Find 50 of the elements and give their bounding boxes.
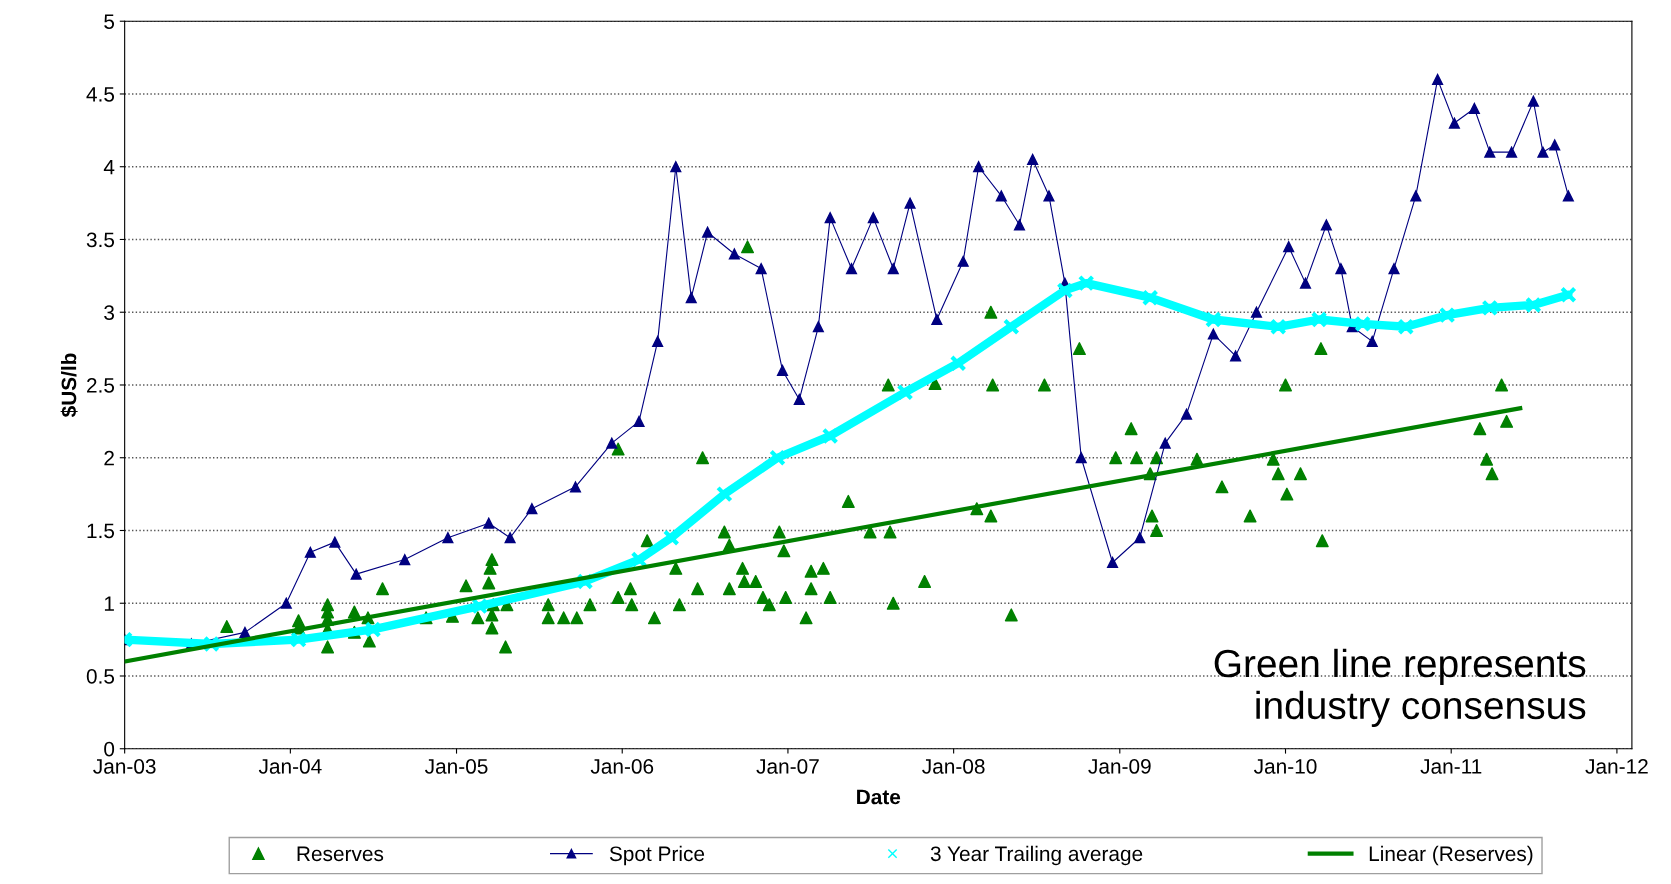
point [1141,289,1159,307]
point [1354,315,1372,333]
x-tick-label: Jan-07 [756,759,819,774]
point [949,354,967,372]
y-tick-label: 4.5 [86,87,115,102]
x-tick-label: Jan-09 [1088,759,1151,774]
x-tick-label: Jan-06 [590,759,654,774]
point [716,485,733,503]
point [1559,286,1577,304]
x-tick-label: Jan-12 [1585,759,1648,774]
point [1438,306,1456,324]
point [1077,274,1095,292]
x-axis-title: Date [857,789,901,805]
point [769,449,786,467]
point [1204,311,1222,328]
point [1525,296,1542,314]
y-tick-label: 3.5 [86,232,115,248]
x-tick-label: Jan-11 [1420,759,1482,774]
point [1002,318,1020,336]
y-tick-label: 4 [103,159,115,175]
legend-label: 3 Year Trailing average [930,845,1143,866]
x-tick-label: Jan-04 [258,759,322,774]
y-tick-label: 1.5 [87,523,115,539]
y-tick-label: 2.5 [87,377,115,393]
legend-label: Spot Price [609,845,705,866]
y-tick-label: 1 [104,596,114,611]
x-tick-label: Jan-08 [922,759,985,774]
point [630,551,648,568]
point [1397,318,1415,336]
x-tick-label: Jan-10 [1253,759,1317,774]
y-tick-label: 0 [104,741,115,757]
y-tick-label: 2 [104,450,114,466]
y-tick-label: 5 [104,14,115,29]
point [662,529,680,547]
legend-label: Linear (Reserves) [1369,845,1533,866]
y-axis-title: $US/lb [60,353,78,418]
point [1056,282,1074,299]
point [364,621,382,638]
annotation: Green line represents industry consensus [1214,648,1586,727]
point [1481,299,1499,317]
y-tick-label: 0.5 [86,669,115,684]
point [290,631,307,648]
x-tick-label: Jan-03 [93,759,156,774]
x-tick-label: Jan-05 [425,759,488,774]
point [896,383,914,401]
legend-label: Reserves [297,846,384,862]
point [1310,311,1328,328]
point [821,427,839,445]
point [1269,318,1287,336]
y-tick-label: 3 [104,305,115,320]
